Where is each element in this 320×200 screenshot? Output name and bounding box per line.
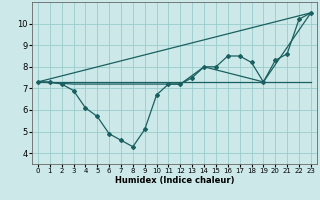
X-axis label: Humidex (Indice chaleur): Humidex (Indice chaleur) bbox=[115, 176, 234, 185]
